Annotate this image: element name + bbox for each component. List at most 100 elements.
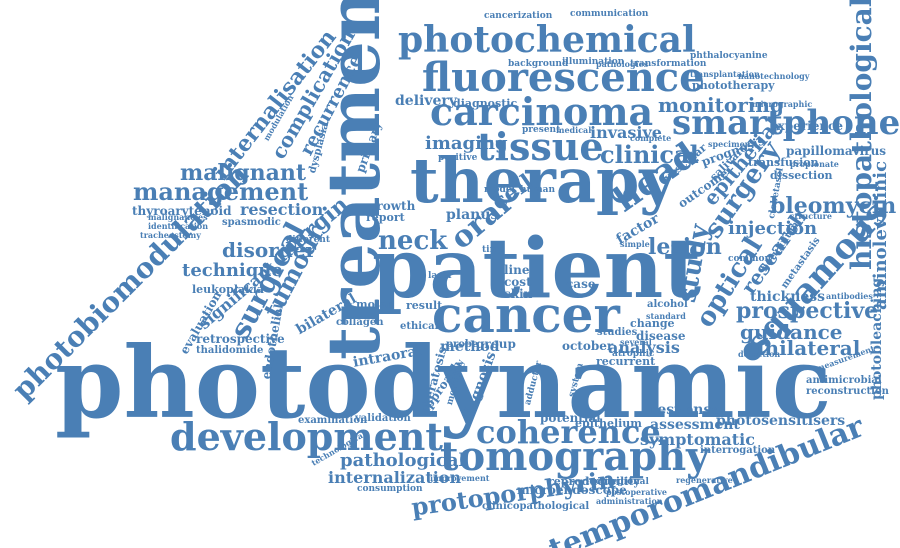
word: common bbox=[728, 254, 772, 264]
word: clinicopathological bbox=[482, 501, 590, 512]
word: nanotechnology bbox=[738, 71, 810, 81]
word: tissue bbox=[477, 124, 604, 169]
word: epithelium bbox=[575, 417, 642, 430]
word: bleomycin bbox=[770, 193, 897, 219]
word: photodynamic bbox=[55, 326, 832, 441]
word: tracheostomy bbox=[140, 230, 201, 240]
word: fluorescence bbox=[422, 54, 705, 101]
word: line bbox=[504, 263, 530, 277]
word: antibodies bbox=[826, 291, 873, 301]
word: lesion bbox=[648, 234, 722, 260]
word: pathologies bbox=[596, 59, 649, 69]
word: illumination bbox=[562, 57, 625, 67]
word: examination bbox=[298, 415, 368, 426]
word: diagnostic bbox=[453, 97, 518, 110]
word: studies bbox=[597, 327, 638, 338]
word: case bbox=[566, 277, 596, 291]
word: phototherapy bbox=[692, 79, 775, 92]
word: guidance bbox=[740, 320, 843, 344]
word: consumption bbox=[357, 484, 423, 494]
word: thalidomide bbox=[196, 345, 264, 356]
word: management bbox=[133, 177, 309, 206]
word: probe bbox=[446, 339, 479, 350]
word: internalization bbox=[328, 468, 462, 487]
word: different bbox=[286, 235, 330, 245]
word: group bbox=[476, 337, 516, 351]
word: response bbox=[650, 402, 721, 418]
word: resection bbox=[240, 200, 324, 219]
word: unilateral bbox=[750, 336, 861, 360]
word: october bbox=[562, 339, 614, 353]
word: skin bbox=[504, 287, 533, 301]
word: pathological bbox=[340, 450, 466, 471]
word: propionate bbox=[790, 159, 839, 169]
word: assessment bbox=[650, 417, 740, 433]
word: analysis bbox=[608, 338, 680, 357]
word: disease bbox=[636, 329, 686, 343]
word: identification bbox=[148, 221, 209, 231]
word: papillomavirus bbox=[786, 144, 887, 158]
word: malignant bbox=[180, 160, 307, 186]
word: invasive bbox=[590, 123, 662, 142]
word: injection bbox=[728, 218, 818, 239]
word: thickness bbox=[750, 289, 826, 305]
word: positive bbox=[438, 153, 478, 163]
word: ethical bbox=[400, 321, 439, 332]
word: improvement bbox=[430, 473, 490, 483]
word: tomography bbox=[440, 433, 710, 480]
word: clinical bbox=[600, 140, 699, 169]
word: antimicrobial bbox=[806, 375, 882, 386]
word: detection bbox=[738, 349, 781, 359]
word: several bbox=[620, 337, 652, 347]
word: carcinoma bbox=[430, 89, 654, 134]
word: collagen bbox=[336, 317, 384, 328]
word: transfusion bbox=[748, 156, 819, 169]
word: complete bbox=[630, 133, 672, 143]
word: experience bbox=[770, 119, 843, 133]
word: neck bbox=[378, 226, 448, 256]
word: transplantation bbox=[690, 69, 760, 79]
word: phthalocyanine bbox=[690, 51, 768, 61]
word: retrospective bbox=[196, 332, 285, 346]
word: development bbox=[170, 414, 443, 459]
word: standard bbox=[646, 311, 686, 321]
word: result bbox=[406, 299, 443, 312]
word: malignancies bbox=[148, 212, 208, 222]
word: microendoscope bbox=[517, 483, 627, 497]
word: cancerization bbox=[484, 11, 553, 21]
word: atrophic bbox=[612, 349, 655, 359]
word: reproducibility bbox=[548, 475, 640, 488]
word: interrogation bbox=[700, 445, 776, 456]
word: coherence bbox=[476, 413, 661, 451]
word: patient bbox=[372, 221, 702, 317]
word: photosensitisers bbox=[716, 413, 846, 429]
word: cancer bbox=[432, 285, 620, 344]
word: symptomatic bbox=[640, 430, 755, 449]
word: structure bbox=[790, 211, 832, 221]
word: dissection bbox=[770, 169, 833, 182]
word: human bbox=[520, 185, 555, 195]
word: postoperative bbox=[606, 487, 668, 497]
word: laser bbox=[428, 271, 453, 281]
word: prospective bbox=[736, 298, 879, 324]
word: monitoring bbox=[658, 93, 784, 117]
word: locoregional bbox=[586, 477, 649, 487]
word: present bbox=[522, 125, 561, 135]
word: therapy bbox=[410, 144, 676, 217]
word: simple bbox=[620, 239, 650, 249]
word: disorder bbox=[222, 238, 316, 262]
word: specimen bbox=[708, 139, 751, 149]
word: recurrent bbox=[596, 355, 656, 368]
word: potential bbox=[540, 411, 601, 425]
word: spasmodic bbox=[222, 217, 281, 228]
word: cost bbox=[504, 275, 532, 289]
word: method bbox=[440, 339, 500, 355]
word: growth bbox=[368, 199, 416, 213]
word: planus bbox=[446, 207, 499, 223]
word: thyroarytenoid bbox=[132, 204, 232, 218]
word: transformation bbox=[630, 59, 707, 69]
word: imaging bbox=[425, 133, 508, 154]
word: report bbox=[366, 211, 405, 224]
word: alcohol bbox=[647, 299, 688, 310]
